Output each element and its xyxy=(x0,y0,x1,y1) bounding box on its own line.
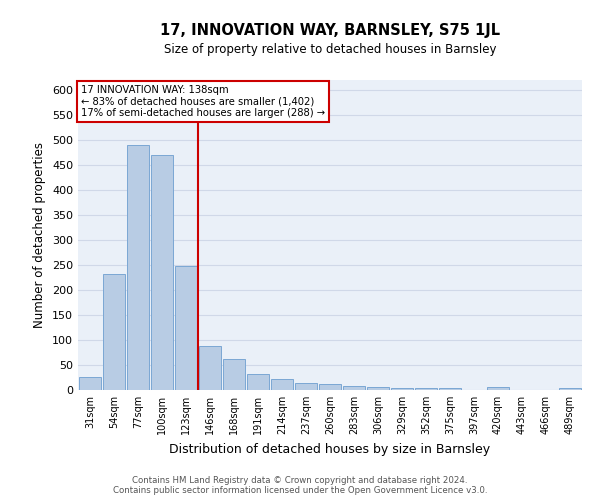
Bar xyxy=(175,266,197,390)
Bar xyxy=(295,383,317,390)
Y-axis label: Number of detached properties: Number of detached properties xyxy=(34,142,46,328)
Bar xyxy=(439,388,461,390)
Bar xyxy=(271,378,293,390)
Text: 17 INNOVATION WAY: 138sqm
← 83% of detached houses are smaller (1,402)
17% of se: 17 INNOVATION WAY: 138sqm ← 83% of detac… xyxy=(80,84,325,118)
Bar xyxy=(391,388,413,390)
Bar xyxy=(199,346,221,390)
Bar xyxy=(343,386,365,390)
Bar xyxy=(487,386,509,390)
Text: Size of property relative to detached houses in Barnsley: Size of property relative to detached ho… xyxy=(164,42,496,56)
Bar xyxy=(103,274,125,390)
Bar xyxy=(79,376,101,390)
X-axis label: Distribution of detached houses by size in Barnsley: Distribution of detached houses by size … xyxy=(169,442,491,456)
Bar xyxy=(367,386,389,390)
Text: Contains HM Land Registry data © Crown copyright and database right 2024.
Contai: Contains HM Land Registry data © Crown c… xyxy=(113,476,487,495)
Bar xyxy=(127,145,149,390)
Bar xyxy=(415,388,437,390)
Bar xyxy=(151,155,173,390)
Bar xyxy=(319,384,341,390)
Bar xyxy=(247,374,269,390)
Bar xyxy=(223,359,245,390)
Text: 17, INNOVATION WAY, BARNSLEY, S75 1JL: 17, INNOVATION WAY, BARNSLEY, S75 1JL xyxy=(160,22,500,38)
Bar xyxy=(559,388,581,390)
